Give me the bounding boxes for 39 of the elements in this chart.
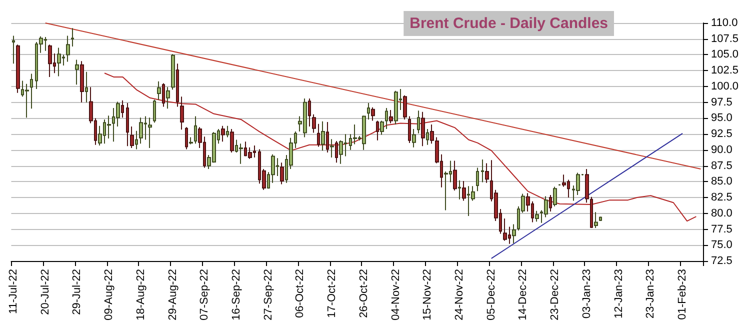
y-tick-label: 102.5 [711,64,739,77]
y-tick-label: 75.0 [711,239,732,252]
y-tick-label: 90.0 [711,144,732,156]
x-tick-label: 07-Sep-22 [198,269,211,320]
chart-title: Brent Crude - Daily Candles [410,15,608,32]
y-tick-label: 107.5 [711,32,739,45]
y-tick-label: 97.5 [711,96,732,108]
x-tick-label: 09-Aug-22 [103,269,116,320]
x-tick-label: 03-Jan-23 [580,269,593,319]
y-tick-label: 72.5 [711,255,732,267]
y-tick-label: 87.5 [711,160,732,172]
x-tick-label: 26-Oct-22 [358,269,370,318]
x-tick-label: 14-Dec-22 [517,269,530,320]
x-tick-label: 01-Feb-23 [676,269,689,320]
y-tick-label: 77.5 [711,223,732,236]
x-tick-label: 11-Jul-22 [8,269,20,314]
x-tick-label: 06-Oct-22 [294,269,306,318]
x-tick-label: 24-Nov-22 [454,269,466,320]
y-tick-label: 92.5 [711,128,732,140]
x-tick-label: 16-Sep-22 [230,269,243,320]
y-tick-label: 80.0 [711,207,732,220]
y-tick-label: 100.0 [711,80,739,92]
y-tick-label: 85.0 [711,176,732,188]
x-tick-label: 20-Jul-22 [39,269,52,315]
x-tick-label: 27-Sep-22 [262,269,274,320]
y-tick-label: 105.0 [711,48,739,61]
x-tick-label: 29-Aug-22 [166,269,179,320]
x-tick-label: 23-Jan-23 [644,269,657,319]
x-tick-label: 17-Oct-22 [326,269,338,318]
x-tick-label: 18-Aug-22 [134,269,147,320]
x-tick-label: 04-Nov-22 [390,269,402,320]
y-tick-label: 110.0 [711,17,738,29]
x-tick-label: 29-Jul-22 [71,269,84,315]
x-tick-label: 15-Nov-22 [422,269,434,320]
x-tick-label: 12-Jan-23 [612,269,625,319]
x-tick-label: 05-Dec-22 [485,269,498,320]
y-tick-label: 82.5 [711,192,732,204]
y-tick-label: 95.0 [711,112,732,124]
x-tick-label: 23-Dec-22 [549,269,562,320]
